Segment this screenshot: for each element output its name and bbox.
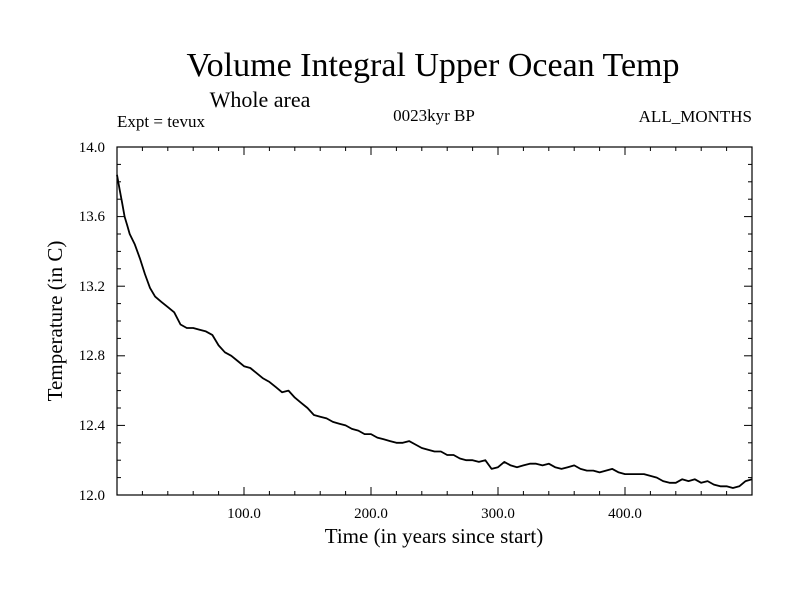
plot-frame [116,146,753,496]
x-axis-label: Time (in years since start) [325,524,544,548]
chart-subtitle: Whole area [210,87,311,112]
temperature-series-line [116,174,753,489]
chart-title: Volume Integral Upper Ocean Temp [187,47,680,84]
y-axis-label: Temperature (in C) [43,241,67,402]
y-tick-label: 13.6 [79,209,106,225]
y-tick-label: 12.8 [79,348,105,364]
y-tick-label: 14.0 [79,140,105,156]
x-tick-label: 400.0 [608,506,642,522]
y-tick-labels: 12.0 12.4 12.8 13.2 13.6 14.0 [79,140,106,504]
x-tick-labels: 100.0 200.0 300.0 400.0 [227,506,642,522]
x-tick-label: 100.0 [227,506,261,522]
months-label: ALL_MONTHS [639,107,752,126]
x-tick-label: 300.0 [481,506,515,522]
tick-marks [116,146,753,496]
y-tick-label: 12.4 [79,418,106,434]
period-label: 0023kyr BP [393,106,475,125]
x-tick-label: 200.0 [354,506,388,522]
experiment-label: Expt = tevux [117,112,205,131]
y-tick-label: 12.0 [79,488,105,504]
y-tick-label: 13.2 [79,279,105,295]
